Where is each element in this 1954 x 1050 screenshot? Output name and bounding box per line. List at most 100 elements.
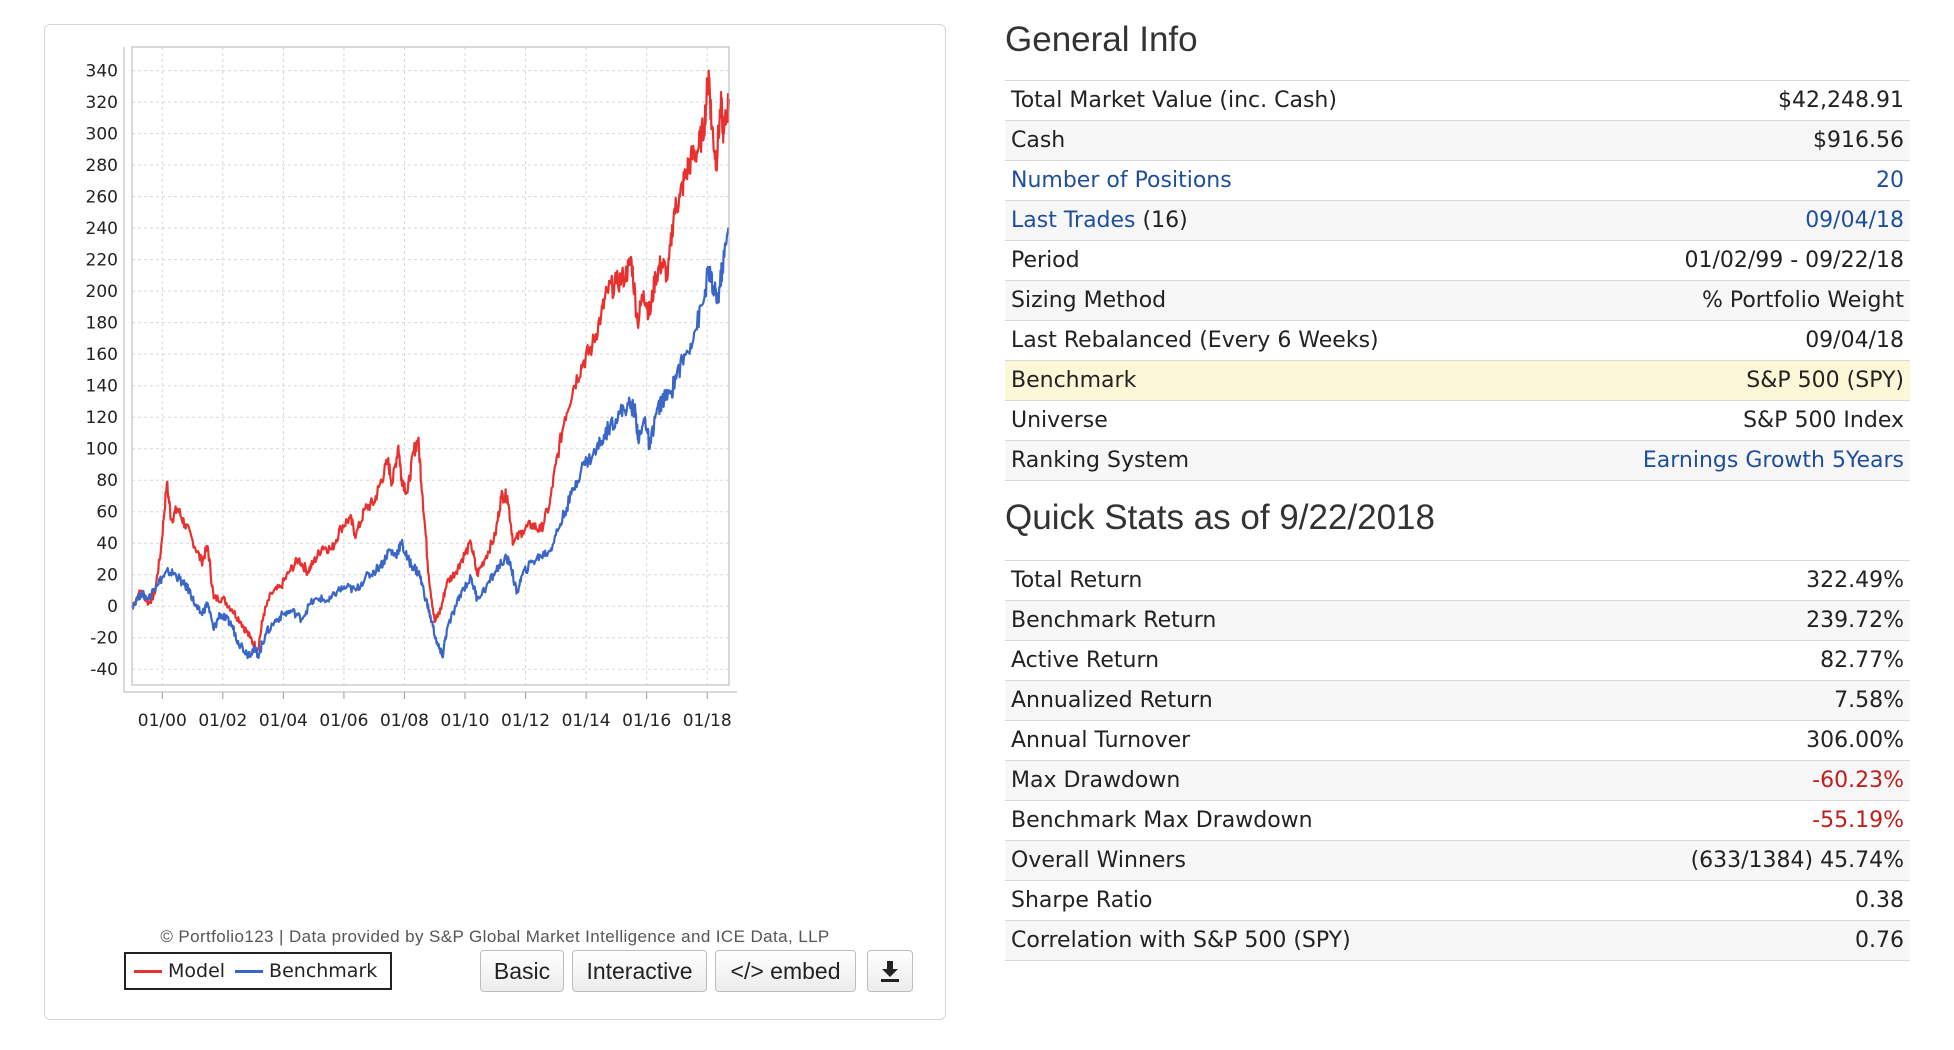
- row-label: Overall Winners: [1005, 840, 1557, 881]
- row-label: Period: [1005, 240, 1532, 281]
- ranking-system-link[interactable]: Earnings Growth 5Years: [1642, 448, 1904, 473]
- download-button[interactable]: [867, 950, 913, 992]
- legend-label-model: Model: [168, 960, 226, 982]
- performance-chart: -40 -20 0 20 40 60 80 100 120 140 160 180 200 220 240 2…: [86, 46, 737, 731]
- table-row: Last Rebalanced (Every 6 Weeks) 09/04/18: [1005, 320, 1910, 361]
- chart-panel: -40 -20 0 20 40 60 80 100 120 140 160 180 200 220 240 2…: [44, 24, 946, 1020]
- y-tick-label: 220: [86, 251, 118, 271]
- y-tick-label: 340: [86, 62, 118, 82]
- row-label: Ranking System: [1005, 440, 1532, 481]
- general-info-title: General Info: [1005, 20, 1198, 59]
- row-label: Total Market Value (inc. Cash): [1005, 80, 1532, 121]
- legend-swatch-model: [134, 969, 162, 973]
- row-value: 0.38: [1556, 880, 1910, 921]
- row-value: 09/04/18: [1531, 200, 1910, 241]
- row-value: 7.58%: [1556, 680, 1910, 721]
- x-tick-label: 01/06: [319, 711, 368, 731]
- series-line-benchmark: [130, 227, 730, 660]
- row-value: 20: [1531, 160, 1910, 201]
- row-value-negative: -60.23%: [1556, 760, 1910, 801]
- last-trades-link[interactable]: Last Trades: [1011, 208, 1136, 233]
- y-tick-label: 80: [96, 471, 118, 491]
- legend-item-benchmark: Benchmark: [235, 960, 377, 982]
- quick-stats-title: Quick Stats as of 9/22/2018: [1005, 498, 1435, 537]
- table-row: Benchmark Return 239.72%: [1005, 600, 1910, 641]
- row-value: S&P 500 Index: [1531, 400, 1910, 441]
- y-tick-label: 160: [86, 345, 118, 365]
- row-value: $916.56: [1531, 120, 1910, 161]
- table-row: Cash $916.56: [1005, 120, 1910, 161]
- table-row: Benchmark Max Drawdown -55.19%: [1005, 800, 1910, 841]
- row-value: 01/02/99 - 09/22/18: [1531, 240, 1910, 281]
- row-value: 82.77%: [1556, 640, 1910, 681]
- row-value-negative: -55.19%: [1556, 800, 1910, 841]
- table-row: Universe S&P 500 Index: [1005, 400, 1910, 441]
- table-row: Sizing Method % Portfolio Weight: [1005, 280, 1910, 321]
- interactive-button[interactable]: Interactive: [572, 950, 707, 992]
- last-trades-cell: Last Trades (16): [1005, 200, 1532, 241]
- embed-button[interactable]: </> embed: [715, 950, 856, 992]
- y-tick-label: 40: [96, 534, 118, 554]
- y-tick-label: 100: [86, 440, 118, 460]
- chart-legend: Model Benchmark: [124, 952, 392, 990]
- row-value: 239.72%: [1556, 600, 1910, 641]
- x-tick-label: 01/16: [622, 711, 671, 731]
- row-label: Active Return: [1005, 640, 1557, 681]
- row-label: Benchmark Max Drawdown: [1005, 800, 1557, 841]
- row-value: 0.76: [1556, 920, 1910, 961]
- y-tick-label: 180: [86, 314, 118, 334]
- row-value: Earnings Growth 5Years: [1531, 440, 1910, 481]
- row-value: $42,248.91: [1531, 80, 1910, 121]
- row-value: 09/04/18: [1531, 320, 1910, 361]
- x-tick-label: 01/04: [259, 711, 308, 731]
- basic-button[interactable]: Basic: [480, 950, 564, 992]
- row-label: Sizing Method: [1005, 280, 1532, 321]
- y-tick-label: 200: [86, 282, 118, 302]
- x-tick-label: 01/08: [380, 711, 429, 731]
- table-row: Period 01/02/99 - 09/22/18: [1005, 240, 1910, 281]
- number-of-positions-link[interactable]: Number of Positions: [1011, 168, 1232, 193]
- positions-count-link[interactable]: 20: [1876, 168, 1904, 193]
- row-value: (633/1384) 45.74%: [1556, 840, 1910, 881]
- row-label: Benchmark Return: [1005, 600, 1557, 641]
- row-label: Annualized Return: [1005, 680, 1557, 721]
- benchmark-row-highlighted: Benchmark S&P 500 (SPY): [1005, 360, 1910, 401]
- table-row: Last Trades (16) 09/04/18: [1005, 200, 1910, 241]
- last-trades-date-link[interactable]: 09/04/18: [1805, 208, 1904, 233]
- table-row: Correlation with S&P 500 (SPY) 0.76: [1005, 920, 1910, 961]
- x-tick-label: 01/00: [138, 711, 187, 731]
- table-row: Overall Winners (633/1384) 45.74%: [1005, 840, 1910, 881]
- row-value: 322.49%: [1556, 560, 1910, 601]
- row-label: Total Return: [1005, 560, 1557, 601]
- y-tick-label: -20: [90, 629, 118, 649]
- x-tick-label: 01/14: [562, 711, 611, 731]
- y-tick-label: 280: [86, 156, 118, 176]
- x-tick-label: 01/10: [441, 711, 490, 731]
- row-label: Correlation with S&P 500 (SPY): [1005, 920, 1557, 961]
- table-row: Ranking System Earnings Growth 5Years: [1005, 440, 1910, 481]
- y-tick-label: 60: [96, 503, 118, 523]
- y-tick-label: 140: [86, 377, 118, 397]
- table-row: Total Market Value (inc. Cash) $42,248.9…: [1005, 80, 1910, 121]
- series-line-model: [131, 69, 731, 654]
- y-tick-label: -40: [90, 660, 118, 680]
- chart-copyright: © Portfolio123 | Data provided by S&P Gl…: [160, 927, 830, 946]
- row-value: S&P 500 (SPY): [1531, 360, 1910, 401]
- y-tick-label: 120: [86, 408, 118, 428]
- table-row: Sharpe Ratio 0.38: [1005, 880, 1910, 921]
- table-row: Max Drawdown -60.23%: [1005, 760, 1910, 801]
- y-tick-label: 320: [86, 93, 118, 113]
- x-tick-label: 01/02: [198, 711, 247, 731]
- row-label: Benchmark: [1005, 360, 1532, 401]
- quick-stats-table: Total Return 322.49% Benchmark Return 23…: [1005, 560, 1910, 961]
- y-tick-label: 300: [86, 125, 118, 145]
- x-tick-label: 01/12: [501, 711, 550, 731]
- y-tick-label: 260: [86, 188, 118, 208]
- download-icon: [881, 961, 899, 982]
- row-value: % Portfolio Weight: [1531, 280, 1910, 321]
- row-label: Cash: [1005, 120, 1532, 161]
- plot-area: [132, 47, 729, 685]
- y-tick-label: 0: [107, 597, 118, 617]
- x-tick-label: 01/18: [683, 711, 732, 731]
- row-label: Annual Turnover: [1005, 720, 1557, 761]
